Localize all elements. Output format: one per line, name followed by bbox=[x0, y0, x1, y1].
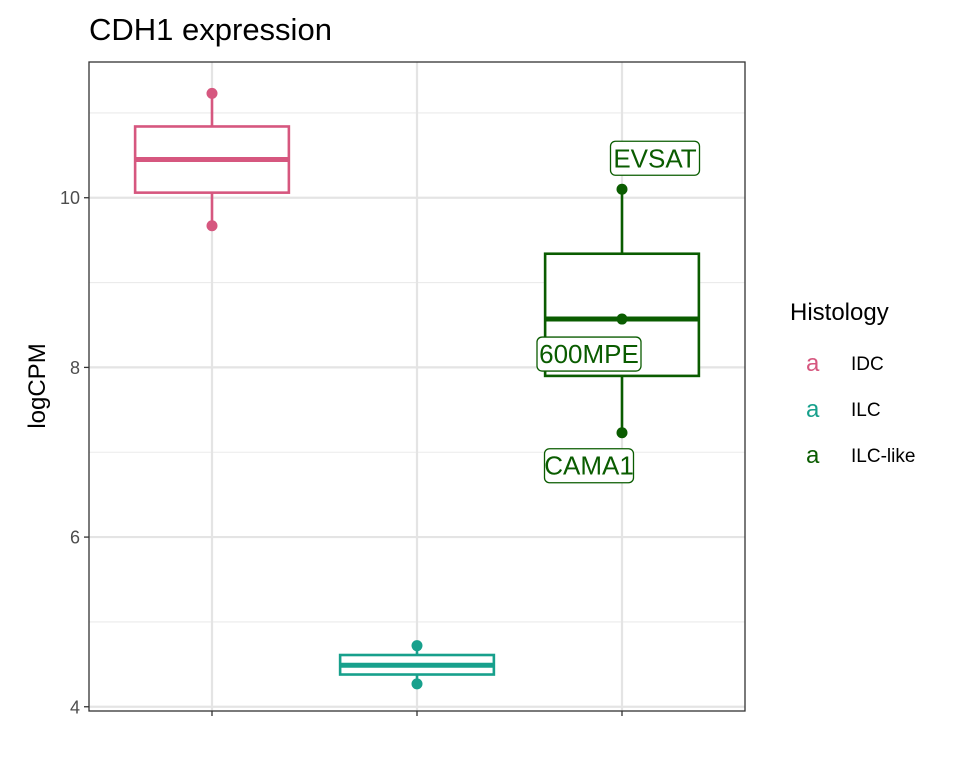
point-label-box bbox=[543, 448, 635, 484]
data-point bbox=[411, 640, 423, 652]
point-label-evsat: EVSAT bbox=[609, 140, 701, 176]
box-idc bbox=[133, 87, 291, 232]
legend-key-glyph: a bbox=[806, 442, 820, 469]
y-axis-title: logCPM bbox=[24, 343, 51, 428]
box-ilc bbox=[338, 640, 496, 690]
point-label-cama1: CAMA1 bbox=[543, 448, 635, 484]
point-label-600mpe: 600MPE bbox=[536, 336, 642, 372]
point-label-text: CAMA1 bbox=[544, 451, 634, 481]
data-point bbox=[206, 220, 218, 232]
legend-key-glyph: a bbox=[806, 396, 820, 423]
legend-key-glyph: a bbox=[806, 350, 820, 377]
y-tick-label: 10 bbox=[60, 188, 80, 208]
legend-label: ILC bbox=[851, 400, 881, 421]
legend-title: Histology bbox=[790, 299, 889, 326]
data-point bbox=[206, 87, 218, 99]
y-tick-label: 6 bbox=[70, 528, 80, 548]
legend-label: ILC-like bbox=[851, 446, 915, 467]
point-label-text: EVSAT bbox=[613, 143, 696, 173]
legend: Histology a IDC a ILC a ILC-like bbox=[790, 299, 915, 469]
data-point bbox=[411, 678, 423, 690]
data-point bbox=[616, 427, 628, 439]
point-label-text: 600MPE bbox=[539, 339, 639, 369]
y-axis: 4 6 8 10 bbox=[60, 188, 623, 717]
chart-title: CDH1 expression bbox=[89, 12, 332, 47]
legend-label: IDC bbox=[851, 354, 884, 375]
point-label-box bbox=[536, 336, 642, 372]
data-point bbox=[616, 313, 628, 325]
box-ilc-like: EVSAT 600MPE CAMA1 bbox=[536, 140, 701, 484]
y-tick-label: 8 bbox=[70, 358, 80, 378]
point-label-box bbox=[609, 140, 701, 176]
boxes: EVSAT 600MPE CAMA1 bbox=[133, 87, 701, 690]
data-point bbox=[616, 183, 628, 195]
y-tick-label: 4 bbox=[70, 697, 80, 717]
